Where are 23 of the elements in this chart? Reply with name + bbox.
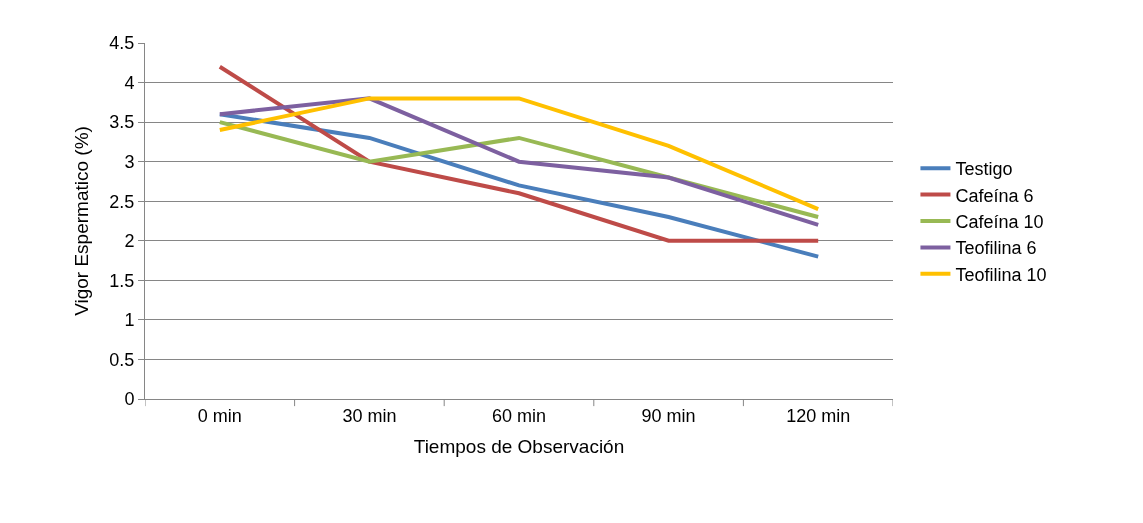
legend-label: Teofilina 10 [955, 264, 1047, 285]
x-tick-label: 60 min [491, 405, 547, 426]
y-tick-label: 4 [124, 72, 135, 93]
y-tick-label: 3.5 [109, 112, 135, 133]
x-tick-label: 30 min [342, 405, 397, 426]
x-tick-label: 120 min [786, 405, 851, 426]
x-tick-label: 0 min [197, 405, 242, 426]
y-tick-label: 2.5 [109, 191, 135, 212]
x-tick-label: 90 min [641, 405, 696, 426]
y-tick-label: 0 [124, 389, 135, 410]
y-tick-label: 1 [124, 310, 135, 331]
y-axis-title: Vigor Espermatico (%) [71, 126, 93, 316]
y-tick-label: 2 [124, 231, 135, 252]
y-tick-label: 1.5 [109, 270, 135, 291]
legend-label: Cafeína 6 [955, 185, 1034, 206]
y-tick-label: 0.5 [109, 349, 135, 370]
legend-label: Testigo [955, 159, 1013, 180]
y-tick-label: 3 [124, 151, 135, 172]
y-tick-label: 4.5 [109, 33, 135, 54]
line-series [217, 64, 821, 243]
legend-label: Cafeína 10 [955, 212, 1044, 233]
x-axis-title: Tiempos de Observación [413, 436, 625, 458]
legend-label: Teofilina 6 [955, 238, 1037, 259]
